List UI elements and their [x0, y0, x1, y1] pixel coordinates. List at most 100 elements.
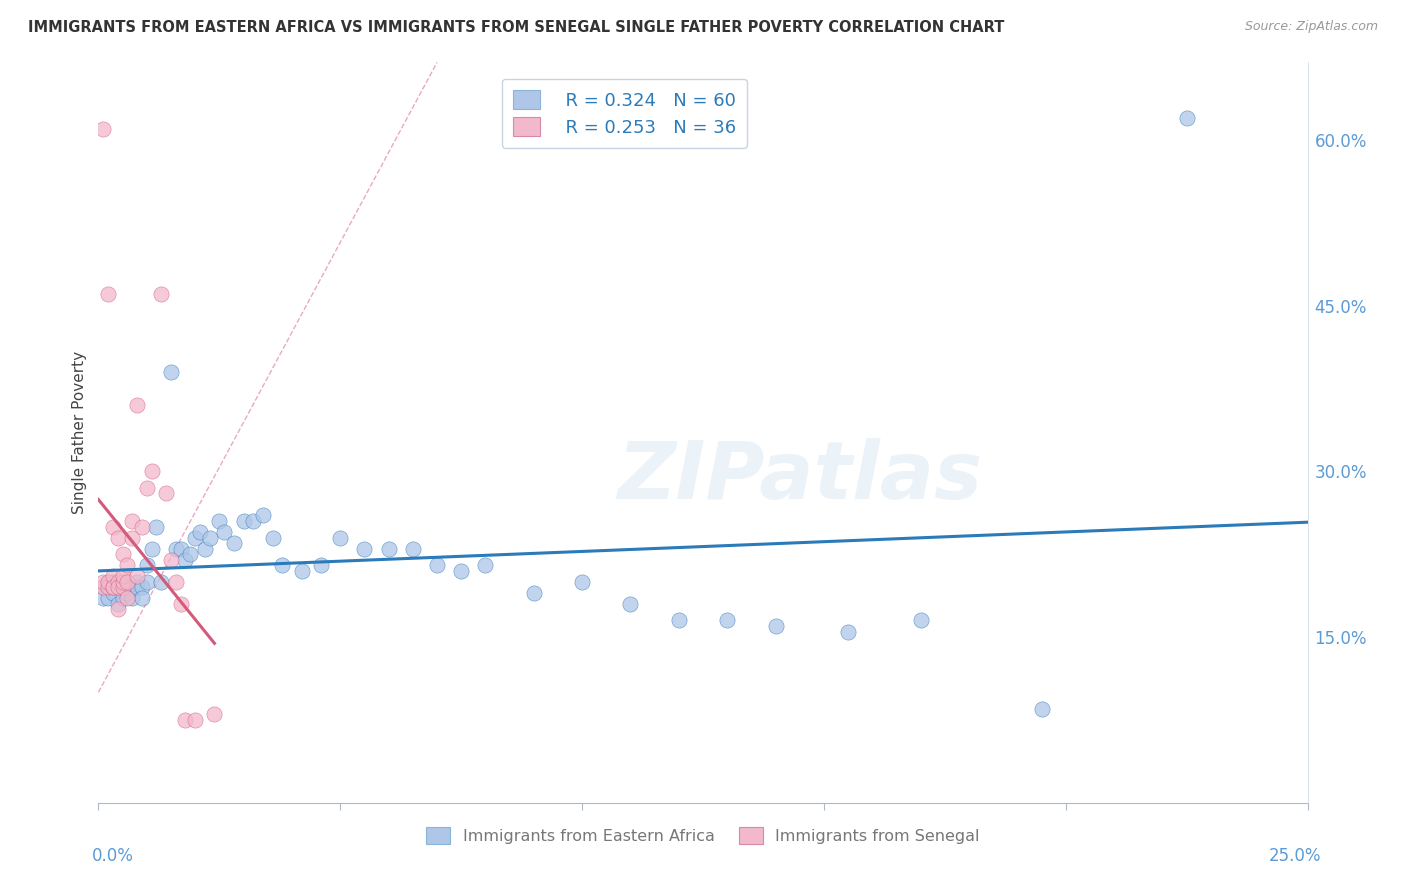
Point	[121, 591, 143, 606]
Point	[1175, 111, 1198, 125]
Point	[179, 547, 201, 561]
Point	[117, 558, 139, 573]
Text: IMMIGRANTS FROM EASTERN AFRICA VS IMMIGRANTS FROM SENEGAL SINGLE FATHER POVERTY : IMMIGRANTS FROM EASTERN AFRICA VS IMMIGR…	[28, 20, 1004, 35]
Point	[107, 602, 129, 616]
Point	[101, 569, 124, 583]
Point	[111, 547, 134, 561]
Point	[91, 580, 114, 594]
Point	[97, 574, 120, 589]
Text: ZIPatlas: ZIPatlas	[617, 438, 983, 516]
Point	[184, 531, 207, 545]
Point	[121, 531, 143, 545]
Point	[141, 464, 163, 478]
Point	[101, 580, 124, 594]
Point	[111, 580, 134, 594]
Point	[117, 591, 139, 606]
Point	[474, 558, 496, 573]
Point	[107, 580, 129, 594]
Point	[107, 531, 129, 545]
Point	[127, 569, 149, 583]
Point	[194, 541, 217, 556]
Point	[145, 519, 167, 533]
Point	[91, 591, 114, 606]
Point	[353, 541, 375, 556]
Point	[290, 564, 312, 578]
Point	[208, 514, 231, 528]
Point	[174, 552, 197, 566]
Point	[668, 614, 690, 628]
Point	[160, 365, 183, 379]
Point	[402, 541, 425, 556]
Point	[198, 531, 221, 545]
Point	[426, 558, 449, 573]
Point	[101, 574, 124, 589]
Point	[837, 624, 859, 639]
Point	[101, 519, 124, 533]
Point	[765, 619, 787, 633]
Point	[252, 508, 274, 523]
Point	[571, 574, 593, 589]
Point	[117, 574, 139, 589]
Point	[184, 713, 207, 727]
Point	[97, 591, 120, 606]
Point	[160, 552, 183, 566]
Point	[121, 514, 143, 528]
Point	[127, 398, 149, 412]
Point	[165, 541, 187, 556]
Point	[169, 541, 191, 556]
Point	[619, 597, 641, 611]
Point	[135, 574, 157, 589]
Text: Source: ZipAtlas.com: Source: ZipAtlas.com	[1244, 20, 1378, 33]
Point	[97, 287, 120, 301]
Point	[107, 597, 129, 611]
Point	[222, 536, 245, 550]
Point	[101, 586, 124, 600]
Point	[131, 591, 153, 606]
Point	[135, 481, 157, 495]
Point	[131, 580, 153, 594]
Point	[165, 574, 187, 589]
Point	[135, 558, 157, 573]
Point	[97, 580, 120, 594]
Point	[111, 574, 134, 589]
Point	[188, 524, 211, 539]
Point	[141, 541, 163, 556]
Point	[117, 574, 139, 589]
Point	[450, 564, 472, 578]
Point	[111, 574, 134, 589]
Point	[232, 514, 254, 528]
Point	[91, 574, 114, 589]
Point	[150, 574, 173, 589]
Point	[169, 597, 191, 611]
Point	[212, 524, 235, 539]
Point	[121, 580, 143, 594]
Point	[111, 580, 134, 594]
Text: 25.0%: 25.0%	[1270, 847, 1322, 865]
Y-axis label: Single Father Poverty: Single Father Poverty	[72, 351, 87, 514]
Point	[91, 121, 114, 136]
Point	[377, 541, 399, 556]
Point	[1031, 702, 1053, 716]
Point	[117, 586, 139, 600]
Point	[127, 574, 149, 589]
Point	[309, 558, 332, 573]
Point	[107, 580, 129, 594]
Point	[101, 580, 124, 594]
Point	[271, 558, 294, 573]
Text: 0.0%: 0.0%	[91, 847, 134, 865]
Point	[111, 569, 134, 583]
Point	[150, 287, 173, 301]
Point	[204, 707, 226, 722]
Point	[523, 586, 546, 600]
Point	[910, 614, 932, 628]
Point	[131, 519, 153, 533]
Legend: Immigrants from Eastern Africa, Immigrants from Senegal: Immigrants from Eastern Africa, Immigran…	[420, 820, 986, 850]
Point	[111, 591, 134, 606]
Point	[97, 574, 120, 589]
Point	[155, 486, 177, 500]
Point	[174, 713, 197, 727]
Point	[91, 580, 114, 594]
Point	[329, 531, 352, 545]
Point	[716, 614, 738, 628]
Point	[127, 580, 149, 594]
